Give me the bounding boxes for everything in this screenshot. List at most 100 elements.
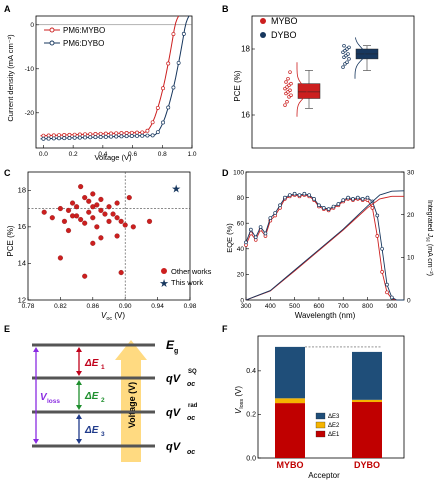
panel-d-x-tick-label: 400 xyxy=(265,303,276,310)
panel-f-legend-label: ΔE2 xyxy=(328,423,340,429)
panel-a-x-tick-label: 0.6 xyxy=(128,151,137,158)
panel-b-data-point xyxy=(284,80,288,84)
panel-c-x-axis-label: Voc (V) xyxy=(101,311,125,322)
panel-a-data-point xyxy=(114,134,119,139)
panel-d-data-point xyxy=(360,197,365,201)
panel-c-data-point-other-work xyxy=(94,202,100,208)
delta-e3-label-sub: 3 xyxy=(101,431,105,438)
panel-c-x-tick-label: 0.82 xyxy=(54,303,67,310)
y2-label-j: J xyxy=(426,232,433,237)
panel-d-y2-axis-label: Integrated Jsc (mA cm⁻²) xyxy=(425,200,434,276)
panel-f-y-tick-label: 0.4 xyxy=(246,368,256,375)
panel-d-x-tick-label: 800 xyxy=(362,303,373,310)
vloss-arrow-head-up xyxy=(33,347,39,352)
panel-f-bar-segment xyxy=(275,346,305,399)
delta-e3-head-down xyxy=(76,439,82,444)
panel-a-data-point xyxy=(129,134,134,138)
panel-d-y-tick-label: 0 xyxy=(240,297,244,304)
panel-d-x-axis-label: Wavelength (nm) xyxy=(295,311,356,320)
vloss-label-main: V xyxy=(40,392,48,403)
y-label-unit: (V) xyxy=(234,386,243,399)
panel-b-plot-frame xyxy=(251,15,415,149)
panel-d-data-point xyxy=(346,195,350,200)
delta-e2-label-main: ΔE xyxy=(84,391,99,402)
panel-f-plot-frame xyxy=(257,335,405,459)
panel-a-data-point xyxy=(135,133,139,138)
panel-f-vloss-bar-chart: Acceptor Vloss (V) 0.0 0.2 0.4 MYBO DYBO ΔE3 Δ… xyxy=(234,335,405,480)
panel-a-data-point xyxy=(109,134,113,139)
panel-c-data-point-other-work xyxy=(86,198,92,204)
panel-f-x-axis-label: Acceptor xyxy=(308,471,340,480)
panel-d-data-point xyxy=(244,240,248,245)
panel-letter-f: F xyxy=(222,324,228,334)
panel-c-y-tick-label: 16 xyxy=(18,222,26,231)
panel-c-data-point-other-work xyxy=(82,273,88,279)
panel-f-bar-segment xyxy=(352,399,382,403)
panel-d-data-point xyxy=(380,246,384,251)
panel-d-data-point xyxy=(380,269,384,274)
panel-c-voc-pce-scatter: Voc (V) PCE (%) Other works ★ This work … xyxy=(6,171,212,322)
panel-d-data-point xyxy=(258,225,263,229)
legend-marker-dybo xyxy=(260,32,266,38)
panel-a-x-tick-label: 0.8 xyxy=(158,151,167,158)
panel-a-y-tick-label: -10 xyxy=(25,66,35,73)
legend-label-dybo: PM6:DYBO xyxy=(63,39,104,48)
panel-a-data-point xyxy=(51,136,56,141)
panel-a-data-point xyxy=(124,134,129,139)
panel-d-y-tick-label: 60 xyxy=(237,221,245,228)
level-label-voc-sub: oc xyxy=(187,449,195,456)
panel-d-plot-frame xyxy=(245,171,405,301)
delta-e1-label-main: ΔE xyxy=(84,358,99,369)
panel-a-data-point xyxy=(176,60,181,65)
legend-marker-mybo xyxy=(260,18,266,24)
panel-a-data-point xyxy=(161,120,165,125)
panel-a-x-tick-label: 0.2 xyxy=(69,151,78,158)
legend-label-mybo: PM6:MYBO xyxy=(63,26,105,35)
panel-d-y2-tick-label: 0 xyxy=(407,297,411,304)
panel-a-data-point xyxy=(88,132,93,137)
panel-a-data-point xyxy=(67,132,72,137)
panel-a-data-point xyxy=(150,120,155,125)
panel-b-data-point xyxy=(283,103,287,107)
panel-b-data-point xyxy=(289,81,293,86)
panel-a-data-point xyxy=(46,136,51,141)
panel-f-legend-swatch xyxy=(315,430,326,438)
panel-b-legend: MYBO DYBO xyxy=(260,16,298,40)
panel-c-data-point-other-work xyxy=(106,204,112,210)
panel-c-x-tick-label: 0.78 xyxy=(22,303,35,310)
panel-a-data-point xyxy=(72,132,77,137)
panel-a-data-point xyxy=(140,130,145,135)
panel-letter-d: D xyxy=(222,168,229,178)
delta-e3-label-main: ΔE xyxy=(84,425,99,436)
panel-f-y-tick-label: 0.0 xyxy=(246,455,256,462)
panel-b-data-point xyxy=(285,100,289,104)
panel-a-x-axis-label: Voltage (V) xyxy=(94,153,132,162)
panel-a-data-point xyxy=(181,31,186,36)
panel-a-y-tick-label: -20 xyxy=(25,110,35,117)
delta-e2-head-up xyxy=(76,380,82,385)
vloss-label-sub: loss xyxy=(47,398,60,405)
panel-b-data-point xyxy=(347,45,351,50)
panel-a-data-point xyxy=(103,131,108,136)
legend-label-other-works: Other works xyxy=(171,267,212,276)
delta-e3-head-up xyxy=(76,414,82,419)
panel-a-data-point xyxy=(77,135,82,140)
panel-c-data-point-other-work xyxy=(146,218,153,224)
panel-a-data-point xyxy=(77,132,82,137)
panel-a-data-point xyxy=(150,133,155,138)
level-label-voc-rad: qV oc rad xyxy=(166,403,198,422)
panel-d-x-tick-label: 300 xyxy=(241,303,252,310)
y2-label-sub: sc xyxy=(425,237,431,243)
panel-d-data-point xyxy=(389,295,394,300)
delta-e1-label-sub: 1 xyxy=(101,364,105,371)
panel-d-y-tick-label: 100 xyxy=(233,169,244,176)
panel-d-eqe-chart: Wavelength (nm) EQE (%) Integrated Jsc (… xyxy=(225,169,433,320)
panel-d-x-tick-label: 700 xyxy=(338,303,349,310)
panel-c-data-point-other-work xyxy=(70,200,76,206)
panel-b-data-point xyxy=(341,65,345,69)
panel-c-plot-frame xyxy=(27,171,191,301)
legend-label-mybo: MYBO xyxy=(271,16,298,26)
panel-f-category-label: MYBO xyxy=(277,460,304,470)
panel-c-data-point-other-work xyxy=(70,213,76,219)
